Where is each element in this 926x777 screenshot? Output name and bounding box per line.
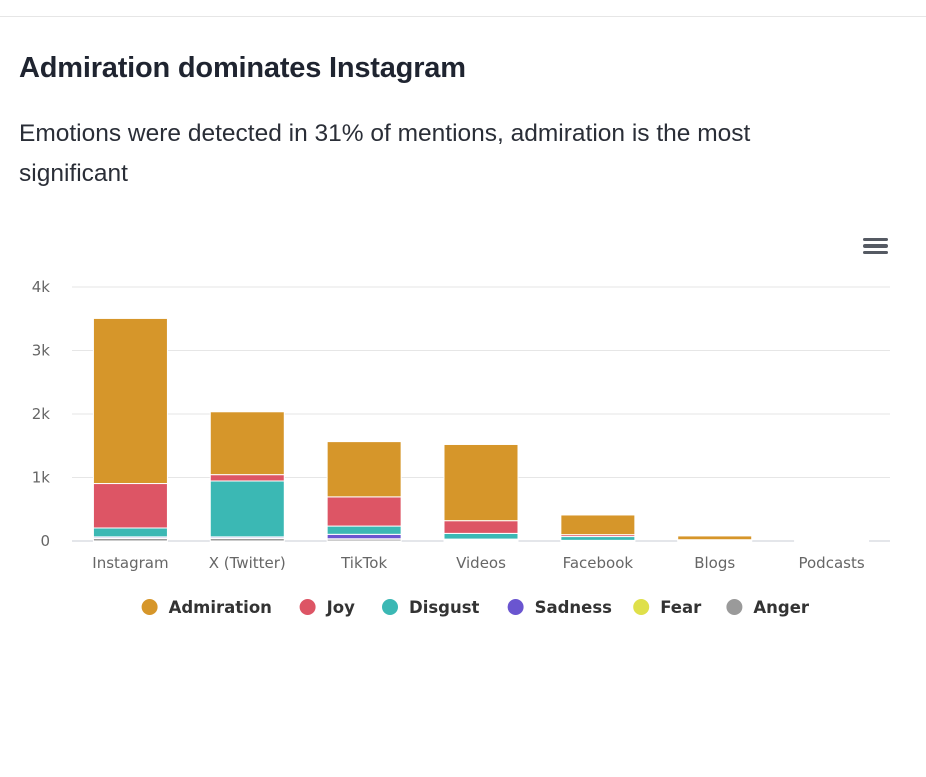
legend-marker-anger	[726, 599, 743, 615]
bar-segment	[677, 535, 753, 541]
bar-segment	[560, 536, 636, 541]
x-tick-label: Instagram	[92, 554, 168, 572]
bar-segment	[209, 411, 285, 476]
y-tick-label: 1k	[32, 469, 51, 487]
bar-segment	[443, 520, 519, 534]
stacked-bar-chart: 0 1k 2k 3k 4k Instagram X (Twitter) TikTok Video…	[32, 278, 890, 617]
legend-label-anger: Anger	[753, 598, 810, 617]
legend-label-admiration: Admiration	[169, 598, 272, 617]
bar-segment	[443, 443, 519, 522]
bar-segment	[92, 527, 168, 538]
bar-segment	[326, 441, 402, 498]
bar-segment	[92, 317, 168, 485]
bar-segment	[560, 514, 636, 536]
menu-bar	[862, 250, 888, 255]
y-tick-label: 2k	[32, 405, 51, 423]
y-tick-label: 0	[40, 532, 50, 550]
bar-segment	[326, 496, 402, 527]
bar-segment	[326, 533, 402, 540]
menu-bar	[862, 237, 888, 242]
x-tick-label: X (Twitter)	[209, 554, 286, 572]
legend-marker-joy	[299, 599, 316, 615]
legend-marker-fear	[633, 599, 650, 615]
x-tick-label: Videos	[456, 554, 506, 572]
legend-marker-sadness	[507, 599, 524, 615]
chart-title: Admiration dominates Instagram	[19, 52, 466, 84]
bar-segment	[209, 474, 285, 482]
x-tick-label: Podcasts	[798, 554, 864, 572]
x-tick-label: TikTok	[340, 554, 387, 572]
legend-label-fear: Fear	[660, 598, 702, 617]
legend-label-sadness: Sadness	[535, 598, 613, 617]
bar-segment	[92, 483, 168, 529]
hamburger-menu-icon[interactable]	[860, 234, 890, 258]
y-tick-label: 3k	[32, 342, 51, 360]
legend-marker-disgust	[382, 599, 398, 615]
menu-bar	[862, 244, 888, 248]
bar-segment	[326, 525, 402, 535]
x-tick-label: Facebook	[563, 554, 634, 572]
x-tick-label: Blogs	[694, 554, 735, 572]
legend-label-joy: Joy	[326, 598, 355, 617]
top-divider	[0, 16, 926, 17]
legend-marker-admiration	[141, 599, 158, 615]
legend-label-disgust: Disgust	[409, 598, 480, 617]
chart-subtitle: Emotions were detected in 31% of mention…	[19, 120, 751, 187]
bar-segment	[443, 532, 519, 540]
y-tick-label: 4k	[32, 278, 51, 296]
bar-segment	[209, 480, 285, 538]
